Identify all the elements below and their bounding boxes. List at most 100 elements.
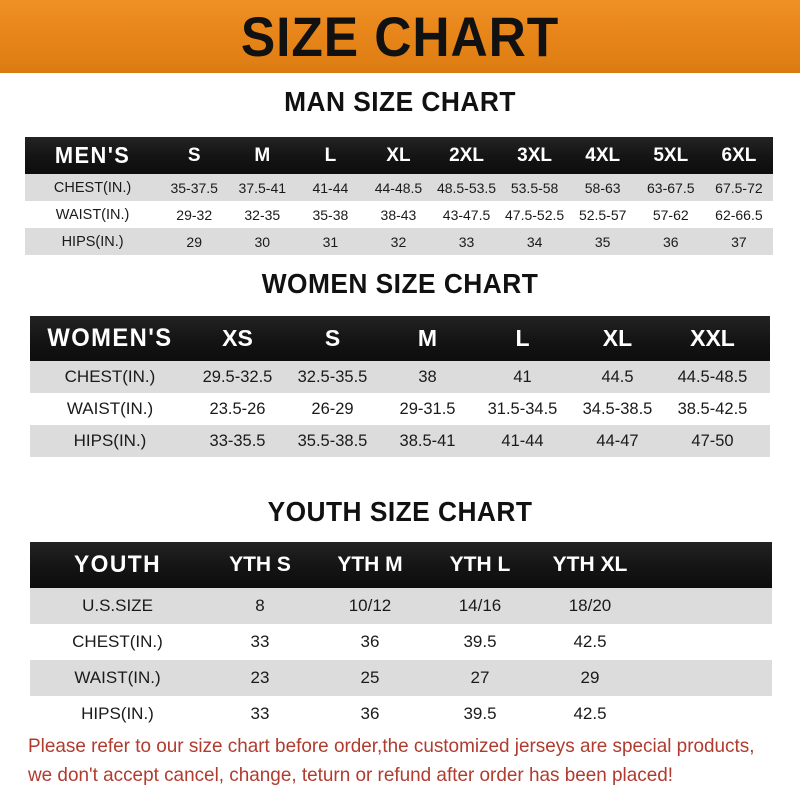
youth-section-title: YOUTH SIZE CHART bbox=[267, 496, 533, 527]
table-row: HIPS(IN.) 33-35.5 35.5-38.5 38.5-41 41-44 44-… bbox=[30, 425, 770, 457]
women-measure-label: HIPS(IN.) bbox=[73, 431, 147, 450]
table-row: HIPS(IN.) 33 36 39.5 42.5 bbox=[30, 696, 772, 732]
disclaimer-line-1: Please refer to our size chart before or… bbox=[28, 735, 755, 757]
women-row-label-header: WOMEN'S bbox=[47, 324, 173, 352]
banner-title: SIZE CHART bbox=[240, 4, 560, 68]
women-measure-value: 38.5-41 bbox=[399, 431, 456, 450]
youth-measure-value: 33 bbox=[250, 632, 270, 651]
women-size-header: S bbox=[324, 325, 341, 351]
man-measure-label: CHEST(IN.) bbox=[53, 179, 132, 196]
women-measure-value: 44.5-48.5 bbox=[677, 367, 748, 386]
youth-measure-value: 8 bbox=[255, 596, 265, 615]
man-measure-value: 62-66.5 bbox=[715, 206, 763, 223]
women-size-header: M bbox=[417, 325, 438, 351]
youth-measure-label: CHEST(IN.) bbox=[72, 632, 163, 651]
man-measure-value: 43-47.5 bbox=[442, 206, 491, 223]
women-measure-value: 47-50 bbox=[691, 431, 734, 450]
man-measure-value: 58-63 bbox=[584, 179, 621, 196]
man-size-header: 3XL bbox=[517, 144, 553, 166]
man-measure-value: 32-35 bbox=[244, 206, 281, 223]
youth-measure-value: 25 bbox=[360, 668, 380, 687]
man-section-title: MAN SIZE CHART bbox=[284, 86, 516, 117]
youth-measure-value: 36 bbox=[360, 704, 380, 723]
women-size-header: L bbox=[515, 325, 530, 351]
youth-table-body: U.S.SIZE 8 10/12 14/16 18/20 CHEST(IN.) 33 36 39… bbox=[30, 588, 772, 732]
man-size-header: 4XL bbox=[585, 144, 621, 166]
women-measure-value: 29-31.5 bbox=[399, 399, 456, 418]
youth-row-label-header: YOUTH bbox=[74, 551, 161, 578]
youth-measure-value: 42.5 bbox=[573, 632, 607, 651]
women-measure-value: 35.5-38.5 bbox=[297, 431, 368, 450]
women-measure-value: 41-44 bbox=[501, 431, 544, 450]
youth-table-head: YOUTH YTH S YTH M YTH L YTH XL bbox=[30, 542, 772, 588]
man-measure-value: 35-37.5 bbox=[170, 179, 218, 196]
youth-header-spacer bbox=[645, 542, 772, 588]
man-measure-value: 52.5-57 bbox=[578, 206, 627, 223]
man-table-head: MEN'S S M L XL 2XL 3XL 4XL 5XL 6XL bbox=[25, 137, 773, 174]
women-measure-value: 31.5-34.5 bbox=[487, 399, 558, 418]
man-header-row: MEN'S S M L XL 2XL 3XL 4XL 5XL 6XL bbox=[25, 137, 773, 174]
man-measure-value: 47.5-52.5 bbox=[505, 206, 565, 223]
man-measure-value: 37.5-41 bbox=[238, 179, 287, 196]
man-row-label-header: MEN'S bbox=[54, 142, 131, 168]
man-size-header: 2XL bbox=[449, 144, 484, 166]
man-table-body: CHEST(IN.) 35-37.5 37.5-41 41-44 44-48.5 48.5… bbox=[25, 174, 773, 255]
man-size-header: S bbox=[187, 144, 201, 166]
man-measure-value: 37 bbox=[731, 233, 747, 250]
man-measure-value: 32 bbox=[390, 233, 407, 250]
women-measure-value: 32.5-35.5 bbox=[297, 367, 368, 386]
man-measure-label: HIPS(IN.) bbox=[61, 233, 124, 250]
youth-measure-value: 23 bbox=[250, 668, 270, 687]
youth-measure-value: 39.5 bbox=[463, 632, 497, 651]
man-measure-value: 30 bbox=[254, 233, 271, 250]
women-header-spacer bbox=[760, 316, 770, 361]
women-table-head: WOMEN'S XS S M L XL XXL bbox=[30, 316, 770, 361]
youth-measure-label: U.S.SIZE bbox=[82, 596, 153, 615]
youth-measure-value: 10/12 bbox=[348, 596, 392, 615]
youth-row-spacer bbox=[645, 696, 772, 732]
women-measure-value: 34.5-38.5 bbox=[582, 399, 653, 418]
youth-size-header: YTH L bbox=[449, 553, 511, 576]
man-measure-value: 67.5-72 bbox=[715, 179, 763, 196]
man-measure-value: 53.5-58 bbox=[510, 179, 559, 196]
women-measure-value: 44-47 bbox=[596, 431, 639, 450]
women-measure-value: 38.5-42.5 bbox=[677, 399, 748, 418]
man-size-header: L bbox=[324, 144, 337, 166]
youth-measure-label: HIPS(IN.) bbox=[81, 704, 154, 723]
man-measure-label: WAIST(IN.) bbox=[55, 206, 130, 223]
youth-measure-value: 36 bbox=[360, 632, 380, 651]
man-measure-value: 38-43 bbox=[380, 206, 417, 223]
women-section-title: WOMEN SIZE CHART bbox=[261, 268, 539, 299]
disclaimer: Please refer to our size chart before or… bbox=[28, 732, 757, 790]
youth-row-spacer bbox=[645, 624, 772, 660]
table-row: CHEST(IN.) 35-37.5 37.5-41 41-44 44-48.5 48.5… bbox=[25, 174, 773, 201]
table-row: WAIST(IN.) 29-32 32-35 35-38 38-43 43-47.5 47.… bbox=[25, 201, 773, 228]
man-size-header: 6XL bbox=[721, 144, 757, 166]
man-measure-value: 31 bbox=[322, 233, 339, 250]
table-row: CHEST(IN.) 29.5-32.5 32.5-35.5 38 41 44.5 44.5… bbox=[30, 361, 770, 393]
youth-header-row: YOUTH YTH S YTH M YTH L YTH XL bbox=[30, 542, 772, 588]
man-measure-value: 44-48.5 bbox=[374, 179, 423, 196]
women-measure-label: WAIST(IN.) bbox=[66, 399, 154, 418]
man-measure-value: 35-38 bbox=[312, 206, 349, 223]
women-measure-value: 23.5-26 bbox=[209, 399, 266, 418]
youth-measure-value: 14/16 bbox=[458, 596, 502, 615]
man-measure-value: 41-44 bbox=[312, 179, 349, 196]
table-row: WAIST(IN.) 23.5-26 26-29 29-31.5 31.5-34.5 34… bbox=[30, 393, 770, 425]
man-size-header: XL bbox=[386, 144, 411, 166]
women-measure-value: 38 bbox=[418, 367, 437, 386]
women-measure-value: 29.5-32.5 bbox=[202, 367, 273, 386]
women-header-row: WOMEN'S XS S M L XL XXL bbox=[30, 316, 770, 361]
women-measure-value: 26-29 bbox=[311, 399, 354, 418]
table-row: HIPS(IN.) 29 30 31 32 33 34 35 36 37 bbox=[25, 228, 773, 255]
women-measure-value: 41 bbox=[513, 367, 532, 386]
youth-measure-value: 29 bbox=[580, 668, 600, 687]
women-measure-value: 44.5 bbox=[601, 367, 634, 386]
youth-measure-value: 39.5 bbox=[463, 704, 497, 723]
women-row-spacer bbox=[760, 425, 770, 457]
table-row: U.S.SIZE 8 10/12 14/16 18/20 bbox=[30, 588, 772, 624]
man-measure-value: 34 bbox=[526, 233, 543, 250]
youth-measure-value: 27 bbox=[470, 668, 490, 687]
youth-row-spacer bbox=[645, 660, 772, 696]
